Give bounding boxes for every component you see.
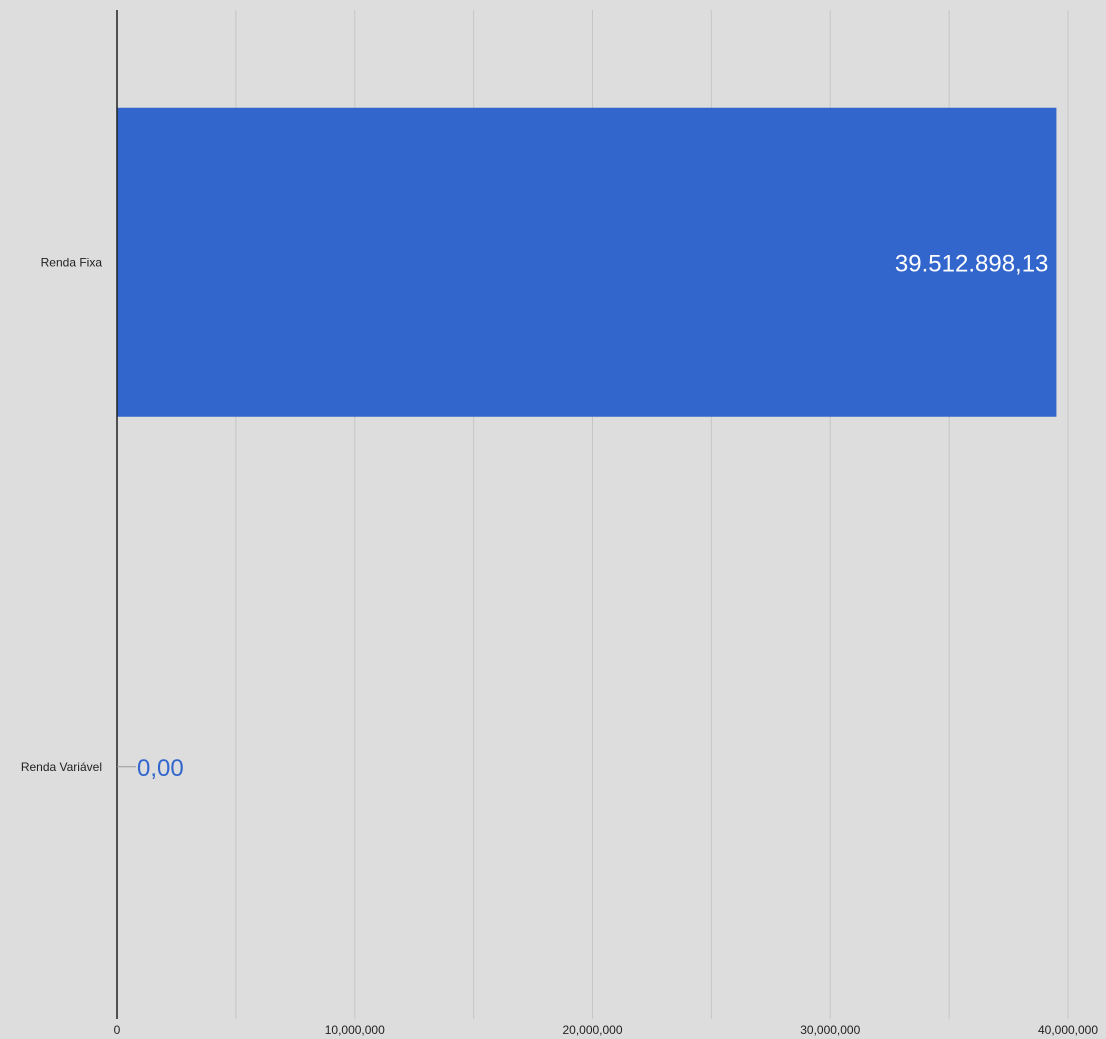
category-labels: Renda Fixa Renda Variável (21, 255, 102, 774)
category-label: Renda Variável (21, 760, 102, 774)
x-tick-label: 30,000,000 (800, 1023, 860, 1037)
x-axis-tick-labels: 0 10,000,000 20,000,000 30,000,000 40,000,00… (114, 1023, 1099, 1037)
bar (117, 107, 1057, 417)
x-tick-label: 0 (114, 1023, 121, 1037)
data-label: 39.512.898,13 (895, 250, 1048, 277)
data-label: 0,00 (137, 755, 184, 782)
x-tick-label: 40,000,000 (1038, 1023, 1098, 1037)
bars (117, 107, 1057, 417)
x-tick-label: 10,000,000 (325, 1023, 385, 1037)
category-label: Renda Fixa (41, 255, 103, 269)
x-tick-label: 20,000,000 (562, 1023, 622, 1037)
data-labels: 39.512.898,13 0,00 (117, 250, 1048, 782)
